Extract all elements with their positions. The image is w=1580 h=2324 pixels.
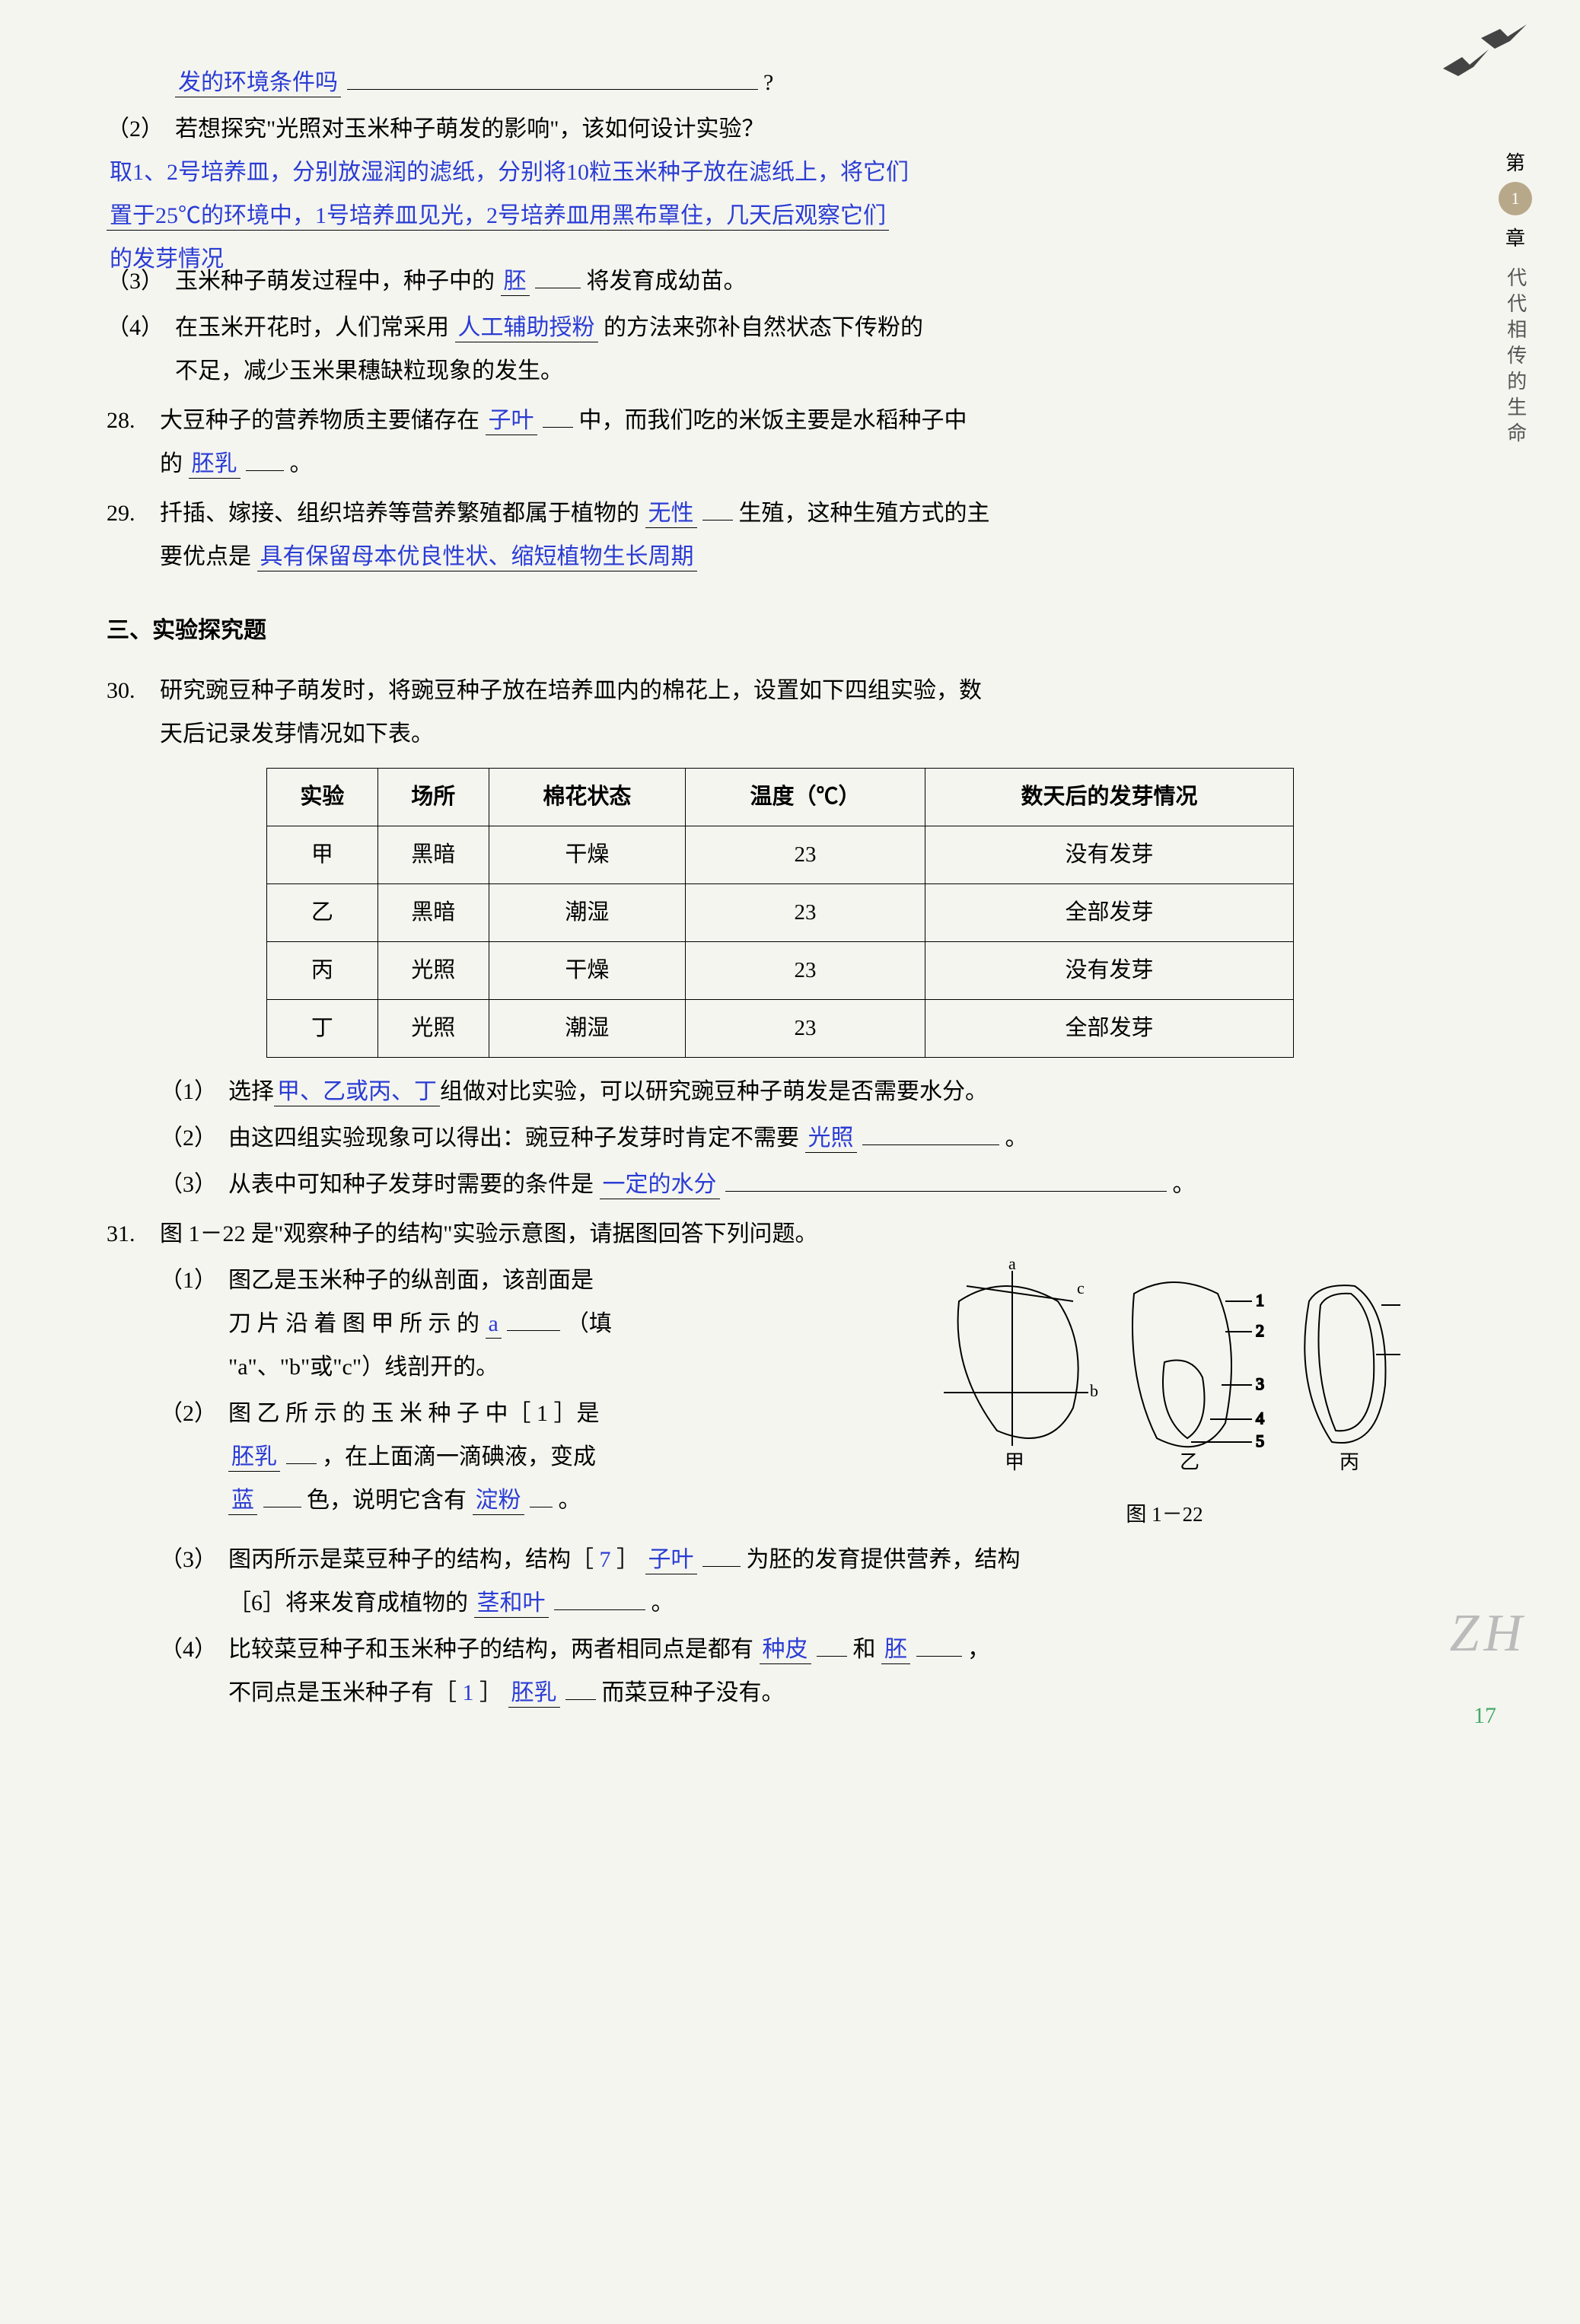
fig-label-yi: 乙 <box>1180 1451 1199 1473</box>
table-cell: 乙 <box>267 884 378 942</box>
q31-s4-ans3: 胚乳 <box>508 1680 560 1708</box>
q3-answer: 胚 <box>501 269 530 296</box>
q30-s3-ans: 一定的水分 <box>600 1172 720 1199</box>
fig-label-jia: 甲 <box>1005 1451 1024 1473</box>
watermark-zh: ZH <box>1450 1583 1527 1684</box>
q3-body: 玉米种子萌发过程中，种子中的 胚 将发育成幼苗。 <box>175 259 1400 303</box>
sub-label-4: （4） <box>107 306 175 349</box>
table-cell: 没有发芽 <box>925 826 1294 884</box>
figure-1-22: a b c 1 2 3 4 5 <box>929 1256 1400 1534</box>
table-cell: 潮湿 <box>489 884 686 942</box>
q31-s2-ans1: 胚乳 <box>228 1444 280 1472</box>
q30-num: 30. <box>107 669 160 1206</box>
q29-ans1: 无性 <box>645 501 697 528</box>
table-cell: 光照 <box>377 1000 489 1058</box>
chapter-bottom: 章 <box>1496 220 1534 257</box>
q31-s2-ans2: 蓝 <box>228 1488 257 1515</box>
q31-s2-ans3: 淀粉 <box>473 1488 524 1515</box>
table-cell: 23 <box>686 884 925 942</box>
q4-body: 在玉米开花时，人们常采用 人工辅助授粉 的方法来弥补自然状态下传粉的 <box>175 306 1400 349</box>
table-row: 丁光照潮湿23全部发芽 <box>267 1000 1294 1058</box>
fig-label-bing: 丙 <box>1339 1451 1359 1473</box>
table-cell: 23 <box>686 826 925 884</box>
q31-body: 图 1－22 是"观察种子的结构"实验示意图，请据图回答下列问题。 （1） 图乙… <box>160 1212 1400 1714</box>
cont-line-1: 发的环境条件吗 ? <box>107 61 1400 104</box>
q31-s3-ans1: 子叶 <box>645 1547 697 1574</box>
q30-s3-label: （3） <box>160 1163 228 1206</box>
answer-env-cond: 发的环境条件吗 <box>175 70 341 97</box>
svg-text:a: a <box>1008 1256 1016 1273</box>
table-cell: 23 <box>686 1000 925 1058</box>
q30-s2-ans: 光照 <box>805 1125 857 1153</box>
q28-num: 28. <box>107 399 160 485</box>
table-header: 实验 <box>267 769 378 826</box>
q31-num: 31. <box>107 1212 160 1714</box>
q30-s2-label: （2） <box>160 1116 228 1160</box>
table-cell: 黑暗 <box>377 884 489 942</box>
q29-body: 扦插、嫁接、组织培养等营养繁殖都属于植物的 无性 生殖，这种生殖方式的主 要优点… <box>160 492 1400 578</box>
table-cell: 没有发芽 <box>925 942 1294 1000</box>
table-header: 棉花状态 <box>489 769 686 826</box>
svg-text:c: c <box>1077 1278 1085 1297</box>
chapter-number: 1 <box>1499 182 1532 215</box>
table-header: 数天后的发芽情况 <box>925 769 1294 826</box>
q28-body: 大豆种子的营养物质主要储存在 子叶 中，而我们吃的米饭主要是水稻种子中 的 胚乳… <box>160 399 1400 485</box>
svg-text:5: 5 <box>1256 1431 1264 1450</box>
q4-line2: 不足，减少玉米果穗缺粒现象的发生。 <box>107 349 1400 393</box>
q30-body: 研究豌豆种子萌发时，将豌豆种子放在培养皿内的棉花上，设置如下四组实验，数 天后记… <box>160 669 1400 1206</box>
q31-s4-num: 1 <box>463 1680 474 1705</box>
sub-label-3: （3） <box>107 259 175 303</box>
chapter-top: 第 <box>1496 145 1534 182</box>
table-cell: 全部发芽 <box>925 1000 1294 1058</box>
table-cell: 光照 <box>377 942 489 1000</box>
svg-text:2: 2 <box>1256 1321 1264 1340</box>
experiment-table: 实验场所棉花状态温度（℃）数天后的发芽情况 甲黑暗干燥23没有发芽乙黑暗潮湿23… <box>266 768 1294 1058</box>
chapter-title-vertical: 代代相传的生命 <box>1496 267 1534 448</box>
q31-s2-label: （2） <box>160 1392 228 1522</box>
table-cell: 丙 <box>267 942 378 1000</box>
q29-ans2: 具有保留母本优良性状、缩短植物生长周期 <box>257 544 697 571</box>
svg-text:b: b <box>1090 1381 1098 1400</box>
page-content: 发的环境条件吗 ? （2） 若想探究"光照对玉米种子萌发的影响"，该如何设计实验… <box>107 61 1400 1714</box>
q31-s3-num: 7 <box>600 1547 611 1572</box>
q28-ans1: 子叶 <box>486 408 537 435</box>
q31-s1-ans: a <box>486 1311 502 1339</box>
q2-answer-l2: 置于25℃的环境中，1号培养皿见光，2号培养皿用黑布罩住，几天后观察它们 <box>107 194 1400 237</box>
q2-answer-l1: 取1、2号培养皿，分别放湿润的滤纸，分别将10粒玉米种子放在滤纸上，将它们 <box>107 151 1400 194</box>
table-cell: 干燥 <box>489 942 686 1000</box>
svg-text:4: 4 <box>1256 1409 1264 1428</box>
table-header: 温度（℃） <box>686 769 925 826</box>
section-3-title: 三、实验探究题 <box>107 609 1400 652</box>
figure-caption: 图 1－22 <box>929 1495 1400 1534</box>
svg-text:3: 3 <box>1256 1374 1264 1393</box>
table-cell: 干燥 <box>489 826 686 884</box>
table-cell: 丁 <box>267 1000 378 1058</box>
sub-label-2: （2） <box>107 107 175 151</box>
q2-text: 若想探究"光照对玉米种子萌发的影响"，该如何设计实验？ <box>175 107 1400 151</box>
q28-ans2: 胚乳 <box>189 451 241 479</box>
table-cell: 黑暗 <box>377 826 489 884</box>
q29-num: 29. <box>107 492 160 578</box>
table-row: 甲黑暗干燥23没有发芽 <box>267 826 1294 884</box>
q30-s1-ans: 甲、乙或丙、丁 <box>274 1079 440 1106</box>
page-number: 17 <box>1473 1694 1496 1737</box>
table-cell: 潮湿 <box>489 1000 686 1058</box>
q31-s3-label: （3） <box>160 1538 228 1625</box>
table-cell: 全部发芽 <box>925 884 1294 942</box>
svg-text:1: 1 <box>1256 1291 1264 1310</box>
q31-s3-ans2: 茎和叶 <box>474 1590 549 1618</box>
table-row: 乙黑暗潮湿23全部发芽 <box>267 884 1294 942</box>
table-cell: 23 <box>686 942 925 1000</box>
table-row: 丙光照干燥23没有发芽 <box>267 942 1294 1000</box>
q31-s4-label: （4） <box>160 1628 228 1714</box>
q4-answer: 人工辅助授粉 <box>455 315 598 342</box>
q31-s4-ans1: 种皮 <box>760 1637 811 1664</box>
bird-decoration <box>1428 23 1534 99</box>
chapter-side-label: 第 1 章 代代相传的生命 <box>1496 145 1534 448</box>
q31-s1-label: （1） <box>160 1259 228 1389</box>
q30-s1-label: （1） <box>160 1070 228 1113</box>
table-cell: 甲 <box>267 826 378 884</box>
q31-s4-ans2: 胚 <box>881 1637 910 1664</box>
table-header: 场所 <box>377 769 489 826</box>
